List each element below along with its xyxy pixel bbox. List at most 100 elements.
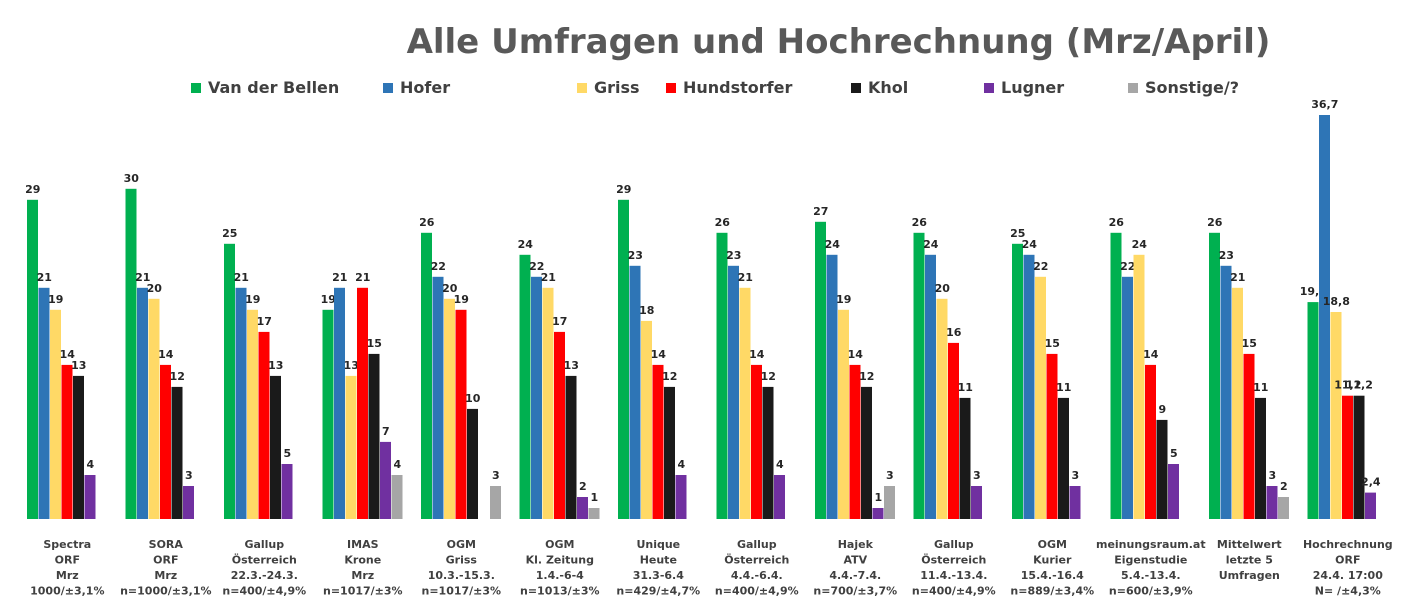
bar (1156, 419, 1168, 519)
data-label: 4 (677, 458, 685, 471)
data-label: 15 (1045, 337, 1060, 350)
bar (73, 375, 84, 519)
category-label: ATV (843, 554, 867, 567)
bar-group: 27 24 19 14 12 13 (813, 205, 895, 520)
category-label: Hajek (838, 538, 874, 551)
bar (1243, 353, 1255, 519)
data-label: 4 (86, 458, 94, 471)
bar (1266, 486, 1278, 519)
data-label: 13 (268, 359, 283, 372)
data-label: 21 (234, 271, 249, 284)
data-label: 23 (1219, 249, 1234, 262)
legend-item: Khol (851, 78, 908, 97)
data-label: 16 (946, 326, 962, 339)
bar (455, 309, 467, 519)
data-label: 24 (1132, 238, 1148, 251)
legend-label: Griss (594, 78, 640, 97)
data-label: 26 (419, 216, 435, 229)
bar-group: 19,736,718,811,211,22,4 (1300, 98, 1381, 519)
data-label: 3 (1268, 469, 1276, 482)
category-label: n=1017/±3% (323, 585, 403, 598)
bar (380, 441, 391, 519)
data-label: 19 (836, 293, 851, 306)
bar (391, 475, 403, 519)
bar (357, 287, 368, 519)
data-label: 26 (912, 216, 928, 229)
data-label: 1 (874, 491, 882, 504)
data-label: 29 (25, 183, 40, 196)
category-label: Hochrechnung (1303, 538, 1393, 551)
bar (490, 486, 501, 519)
bar (345, 375, 357, 519)
category-label: ORF (153, 554, 178, 567)
bar (751, 364, 762, 519)
bar (160, 364, 171, 519)
bar (913, 232, 925, 520)
bar (872, 508, 884, 519)
legend-item: Griss (577, 78, 640, 97)
category-label: Umfragen (1219, 569, 1280, 582)
data-label: 15 (1242, 337, 1257, 350)
data-label: 36,7 (1311, 98, 1338, 111)
bar (971, 486, 982, 519)
data-label: 2,4 (1361, 476, 1381, 489)
category-label: N= /±4,3% (1315, 585, 1381, 598)
category-label: n=1000/±3,1% (120, 585, 211, 598)
bar (258, 331, 270, 519)
bar (137, 287, 148, 519)
data-label: 17 (552, 315, 567, 328)
bar-group: 26 23 21 14 12 4 (715, 216, 785, 520)
bar (577, 497, 588, 519)
category-label: n=700/±3,7% (813, 585, 897, 598)
category-label: Österreich (232, 553, 297, 567)
data-label: 14 (749, 348, 765, 361)
data-label: 24 (1022, 238, 1038, 251)
bar-group: 19 21 13 21 15 7 4 (321, 271, 403, 519)
category-label: 1.4.-6-4 (536, 569, 584, 582)
data-label: 24 (518, 238, 534, 251)
category-label: SORA (149, 538, 184, 551)
data-label: 14 (158, 348, 174, 361)
category-label: n=1013/±3% (520, 585, 600, 598)
data-label: 25 (222, 227, 237, 240)
data-label: 23 (726, 249, 741, 262)
bar (84, 475, 96, 519)
data-label: 12 (662, 370, 677, 383)
data-label: 4 (393, 458, 401, 471)
category-label: 1000/±3,1% (30, 585, 104, 598)
data-label: 12 (859, 370, 874, 383)
bar (774, 475, 785, 519)
data-label: 13 (564, 359, 579, 372)
category-label: IMAS (347, 538, 379, 551)
category-label: OGM (447, 538, 476, 551)
data-label: 14 (60, 348, 76, 361)
category-label: Griss (446, 554, 478, 567)
bar (432, 276, 444, 519)
category-label: Unique (636, 538, 680, 551)
legend-swatch (383, 82, 393, 93)
bar (1012, 243, 1023, 520)
data-label: 14 (651, 348, 667, 361)
data-label: 19 (48, 293, 63, 306)
category-label: 15.4.-16.4 (1021, 569, 1084, 582)
legend-item: Sonstige/? (1128, 78, 1239, 97)
data-label: 25 (1010, 227, 1025, 240)
data-label: 18 (639, 304, 654, 317)
category-label: Gallup (244, 538, 284, 551)
bar-group: 26 24 20 16 11 3 (912, 216, 982, 520)
category-label: n=889/±3,4% (1010, 585, 1094, 598)
category-label: ORF (55, 554, 80, 567)
bar (565, 375, 577, 519)
data-label: 21 (541, 271, 556, 284)
bar-group: 29 23 18 14 12 4 (616, 183, 687, 520)
legend-swatch (851, 82, 861, 93)
data-label: 22 (1120, 260, 1135, 273)
bar (1133, 254, 1145, 520)
data-label: 20 (935, 282, 951, 295)
data-label: 19 (321, 293, 336, 306)
data-label: 26 (1109, 216, 1125, 229)
category-label: Mittelwert (1217, 538, 1282, 551)
bar (171, 386, 183, 519)
bar (1122, 276, 1133, 519)
category-label: 22.3.-24.3. (231, 569, 298, 582)
